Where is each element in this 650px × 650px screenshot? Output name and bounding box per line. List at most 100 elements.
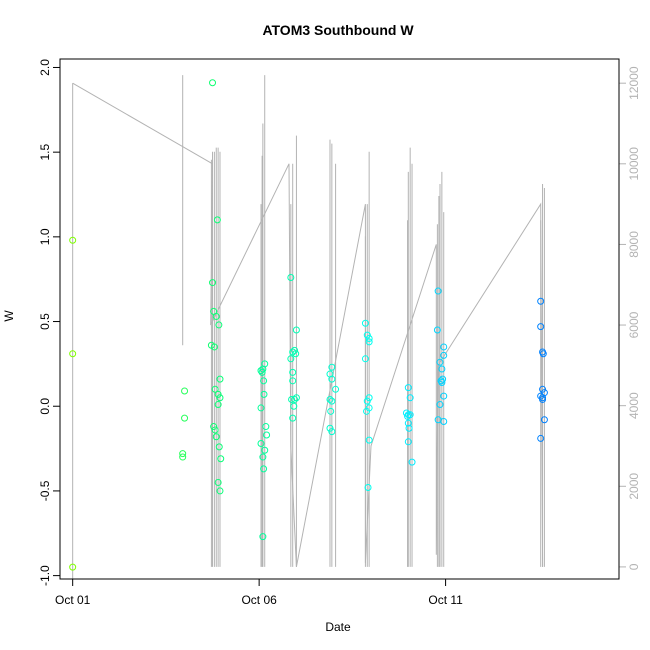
- data-point: [328, 428, 336, 436]
- data-point: [258, 368, 266, 376]
- data-point: [259, 453, 267, 461]
- y-axis-tick-label: 1.5: [38, 143, 52, 160]
- data-point: [69, 563, 77, 571]
- data-point: [216, 375, 224, 383]
- plot-frame: [59, 58, 620, 580]
- data-point: [289, 377, 297, 385]
- data-point: [404, 412, 412, 420]
- data-point: [291, 395, 299, 403]
- data-point: [216, 394, 224, 402]
- data-point: [261, 446, 269, 454]
- data-point: [214, 390, 222, 398]
- y-axis-tick-label: 2.0: [38, 59, 52, 76]
- data-point: [438, 365, 446, 373]
- right-axis-tick-label: 10000: [627, 147, 641, 181]
- data-point: [210, 343, 218, 351]
- data-point: [212, 433, 220, 441]
- data-point: [433, 326, 441, 334]
- data-point: [328, 363, 336, 371]
- data-point: [292, 326, 300, 334]
- x-axis-tick-label: Oct 06: [241, 593, 277, 607]
- data-point: [408, 458, 416, 466]
- data-point: [364, 484, 372, 492]
- data-point: [288, 395, 296, 403]
- y-axis-tick-label: 0.0: [38, 398, 52, 415]
- data-point: [537, 392, 545, 400]
- data-point: [440, 343, 448, 351]
- right-axis-tick-label: 2000: [627, 473, 641, 500]
- data-point: [365, 338, 373, 346]
- data-point: [179, 450, 187, 458]
- data-point: [211, 385, 219, 393]
- data-point: [260, 377, 268, 385]
- x-axis-label: Date: [325, 620, 351, 634]
- data-point: [287, 274, 295, 282]
- data-point: [363, 331, 371, 339]
- right-axis-tick-label: 12000: [627, 66, 641, 100]
- data-point: [179, 453, 187, 461]
- data-point: [209, 279, 217, 287]
- data-point: [291, 346, 299, 354]
- data-point: [210, 423, 218, 431]
- data-point: [211, 426, 219, 434]
- data-point: [439, 375, 447, 383]
- data-point: [326, 395, 334, 403]
- data-point: [181, 414, 189, 422]
- data-point: [404, 419, 412, 427]
- data-point: [365, 334, 373, 342]
- data-point: [436, 358, 444, 366]
- data-point: [440, 392, 448, 400]
- data-point: [215, 321, 223, 329]
- data-point: [215, 443, 223, 451]
- right-axis-tick-label: 4000: [627, 392, 641, 419]
- data-point: [328, 397, 336, 405]
- data-point: [365, 436, 373, 444]
- data-point: [361, 355, 369, 363]
- data-point: [257, 439, 265, 447]
- y-axis-tick-label: 1.0: [38, 228, 52, 245]
- data-point: [540, 416, 548, 424]
- data-point: [328, 375, 336, 383]
- data-point: [69, 236, 77, 244]
- data-point: [326, 424, 334, 432]
- data-point: [539, 350, 547, 358]
- data-point: [365, 394, 373, 402]
- data-point: [260, 390, 268, 398]
- y-axis-tick-label: -0.5: [38, 480, 52, 501]
- data-point: [537, 323, 545, 331]
- right-axis-tick-label: 8000: [627, 231, 641, 258]
- data-point: [404, 438, 412, 446]
- data-point: [289, 368, 297, 376]
- chart-title: ATOM3 Southbound W: [262, 22, 414, 38]
- data-point: [214, 401, 222, 409]
- data-point: [213, 216, 221, 224]
- data-point: [257, 404, 265, 412]
- data-point: [289, 414, 297, 422]
- data-point: [257, 367, 265, 375]
- data-point: [212, 312, 220, 320]
- data-point: [216, 487, 224, 495]
- axes-layer: -1.0 -0.5 0.0 0.5 1.0 1.5 2.0 Oct 01 Oct 06 Oct 1…: [38, 59, 641, 607]
- data-point: [69, 350, 77, 358]
- data-point: [539, 385, 547, 393]
- data-point: [217, 455, 225, 463]
- data-point: [537, 434, 545, 442]
- x-axis-tick-label: Oct 11: [428, 593, 463, 607]
- right-axis-tick-label: 6000: [627, 311, 641, 338]
- data-point: [263, 431, 271, 439]
- data-point: [290, 402, 298, 410]
- data-point: [363, 397, 371, 405]
- data-point: [292, 394, 300, 402]
- data-point: [537, 297, 545, 305]
- data-point: [259, 533, 267, 541]
- data-point: [402, 409, 410, 417]
- data-point: [440, 417, 448, 425]
- data-point: [260, 465, 268, 473]
- data-point: [209, 79, 217, 87]
- right-axis-tick-label: 0: [627, 563, 641, 570]
- data-point: [181, 387, 189, 395]
- data-point: [261, 360, 269, 368]
- data-point: [365, 404, 373, 412]
- data-point: [262, 423, 270, 431]
